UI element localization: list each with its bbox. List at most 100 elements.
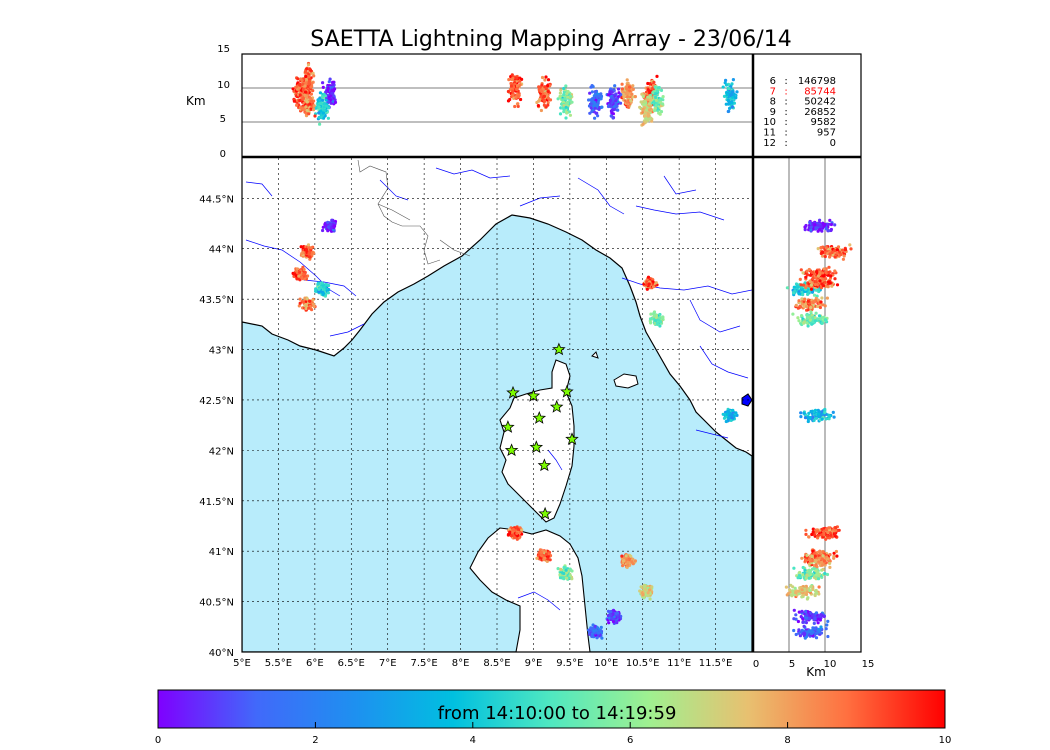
lightning-source-side [820, 282, 824, 286]
lightning-source-altitude [646, 112, 650, 116]
lightning-source-side [814, 569, 818, 573]
lightning-source [629, 554, 633, 558]
lightning-source-altitude [326, 116, 330, 120]
lightning-source-altitude [659, 88, 664, 92]
lightning-source-side [806, 273, 810, 277]
lightning-source-side [797, 292, 801, 296]
lightning-source-side [826, 619, 830, 624]
lightning-source-side [813, 316, 817, 320]
lightning-source-side [825, 534, 829, 538]
lightning-source [659, 320, 663, 324]
lightning-source [606, 609, 611, 613]
lightning-source-altitude [298, 105, 302, 110]
lat-tick-label: 41°N [209, 547, 234, 558]
lightning-source-side [828, 561, 832, 566]
lightning-source-altitude [616, 87, 621, 91]
lightning-source-side [840, 248, 845, 252]
lightning-source [559, 567, 563, 572]
lightning-source [620, 554, 624, 558]
lightning-source-side [785, 286, 790, 290]
lightning-source-side [800, 588, 804, 592]
lightning-source-altitude [641, 94, 645, 98]
lightning-source-altitude [566, 95, 570, 99]
lightning-source-altitude [509, 84, 513, 88]
lightning-source [314, 287, 318, 291]
lightning-source-altitude [643, 100, 647, 104]
lightning-source-side [797, 299, 801, 303]
lightning-source-side [812, 626, 817, 630]
lightning-source-side [791, 312, 795, 316]
lightning-source-altitude [609, 98, 613, 102]
lightning-source-side [819, 286, 824, 290]
lightning-source [317, 290, 321, 294]
lightning-source-side [808, 280, 813, 284]
elba-island [613, 373, 639, 389]
lightning-source-altitude [318, 91, 322, 95]
lightning-source-side [809, 306, 813, 310]
lightning-source-side [806, 324, 810, 328]
lightning-source [644, 283, 649, 287]
lightning-source-side [794, 613, 798, 617]
lightning-source-side [821, 221, 825, 225]
lightning-source-altitude [631, 84, 635, 88]
station-marker [504, 443, 519, 457]
lightning-source-side [820, 563, 824, 567]
lightning-source-altitude [511, 89, 515, 94]
lightning-source-side [823, 254, 827, 259]
lightning-source-altitude [303, 70, 307, 74]
lightning-source-side [807, 535, 811, 539]
lightning-source-side [826, 252, 830, 256]
lightning-source [548, 558, 552, 562]
lightning-source [328, 223, 332, 227]
lightning-source-altitude [327, 106, 331, 110]
lightning-source [611, 619, 616, 624]
lightning-source-altitude [724, 78, 728, 82]
lightning-source-altitude [324, 98, 328, 102]
lat-tick-label: 40.5°N [199, 598, 234, 609]
lightning-source [621, 564, 625, 568]
lightning-source-side [835, 248, 840, 252]
lightning-source-altitude [611, 112, 616, 116]
lightning-source-altitude [593, 90, 598, 94]
lightning-source [649, 312, 653, 316]
lightning-source-altitude [641, 122, 645, 126]
lightning-source-side [816, 621, 820, 625]
lightning-source-side [831, 410, 835, 414]
lightning-source-altitude [649, 98, 653, 102]
lightning-source-side [791, 291, 796, 295]
colorbar-tick-label: 10 [939, 735, 952, 746]
lightning-source [330, 218, 334, 222]
lightning-source-side [802, 411, 806, 415]
lightning-source-side [818, 628, 822, 633]
lightning-source-altitude [562, 110, 566, 114]
lightning-source-side [801, 620, 805, 625]
lightning-source-altitude [648, 108, 652, 112]
lightning-source-side [825, 296, 830, 300]
lightning-source-altitude [647, 89, 651, 93]
lightning-source [512, 536, 517, 540]
lightning-source-altitude [644, 120, 648, 124]
lightning-source-side [805, 597, 810, 601]
lightning-source-side [803, 416, 808, 420]
lightning-source-side [821, 567, 825, 572]
lightning-source-side [797, 290, 801, 294]
longitude-tick-labels: 5°E 5.5°E 6°E 6.5°E 7°E 7.5°E 8°E 8.5°E 9°E 9.5°E… [233, 658, 732, 669]
lightning-source [544, 552, 548, 556]
lightning-source-altitude [519, 97, 523, 102]
lightning-source-side [826, 557, 830, 561]
lightning-source-side [826, 530, 830, 535]
lightning-source [321, 292, 325, 296]
lightning-source-side [812, 614, 816, 618]
lightning-source [308, 255, 312, 259]
lightning-source [558, 576, 563, 580]
lightning-source-side [804, 558, 808, 563]
lightning-source-side [814, 416, 819, 420]
lightning-source-side [801, 617, 805, 621]
lightning-source-altitude [330, 91, 334, 95]
lightning-source-side [811, 530, 815, 534]
lightning-source [590, 632, 595, 636]
lightning-source [297, 304, 301, 308]
lightning-source-altitude [298, 99, 302, 103]
lightning-source-altitude [646, 118, 650, 122]
lightning-source-altitude [333, 100, 338, 104]
